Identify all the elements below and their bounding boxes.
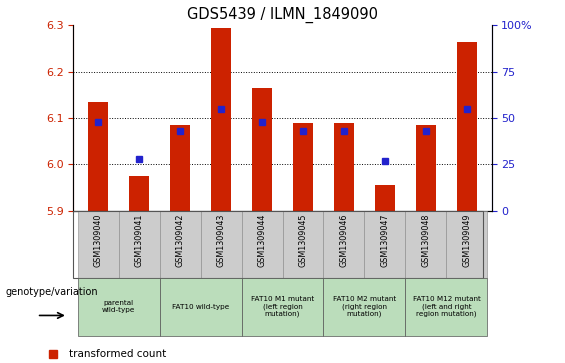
Text: GSM1309048: GSM1309048 xyxy=(421,214,431,267)
Bar xyxy=(375,185,396,211)
Bar xyxy=(457,42,477,211)
Text: GSM1309043: GSM1309043 xyxy=(216,214,225,267)
Bar xyxy=(324,211,364,278)
Text: GSM1309046: GSM1309046 xyxy=(340,214,349,267)
Bar xyxy=(77,211,119,278)
Bar xyxy=(406,211,446,278)
Bar xyxy=(201,211,241,278)
Text: GSM1309045: GSM1309045 xyxy=(298,214,307,268)
Bar xyxy=(282,211,324,278)
Text: GSM1309049: GSM1309049 xyxy=(463,214,471,268)
Bar xyxy=(119,211,159,278)
Bar xyxy=(88,102,108,211)
Bar xyxy=(211,28,231,211)
Text: GSM1309044: GSM1309044 xyxy=(258,214,267,267)
Bar xyxy=(77,278,159,336)
Text: FAT10 wild-type: FAT10 wild-type xyxy=(172,304,229,310)
Text: parental
wild-type: parental wild-type xyxy=(102,300,135,313)
Bar xyxy=(324,278,406,336)
Bar xyxy=(293,123,313,211)
Text: GSM1309042: GSM1309042 xyxy=(176,214,185,268)
Title: GDS5439 / ILMN_1849090: GDS5439 / ILMN_1849090 xyxy=(187,7,378,23)
Bar xyxy=(416,125,436,211)
Text: FAT10 M1 mutant
(left region
mutation): FAT10 M1 mutant (left region mutation) xyxy=(251,296,314,317)
Bar xyxy=(159,278,241,336)
Text: FAT10 M12 mutant
(left and right
region mutation): FAT10 M12 mutant (left and right region … xyxy=(412,296,480,317)
Text: GSM1309041: GSM1309041 xyxy=(134,214,144,267)
Bar xyxy=(159,211,201,278)
Bar xyxy=(252,88,272,211)
Text: GSM1309047: GSM1309047 xyxy=(380,214,389,268)
Bar xyxy=(446,211,488,278)
Bar xyxy=(406,278,488,336)
Bar xyxy=(241,211,282,278)
Text: transformed count: transformed count xyxy=(69,349,166,359)
Text: genotype/variation: genotype/variation xyxy=(6,287,98,297)
Bar xyxy=(364,211,406,278)
Bar xyxy=(129,176,149,211)
Bar xyxy=(334,123,354,211)
Text: GSM1309040: GSM1309040 xyxy=(94,214,102,267)
Text: FAT10 M2 mutant
(right region
mutation): FAT10 M2 mutant (right region mutation) xyxy=(333,296,396,317)
Bar xyxy=(170,125,190,211)
Bar xyxy=(241,278,324,336)
